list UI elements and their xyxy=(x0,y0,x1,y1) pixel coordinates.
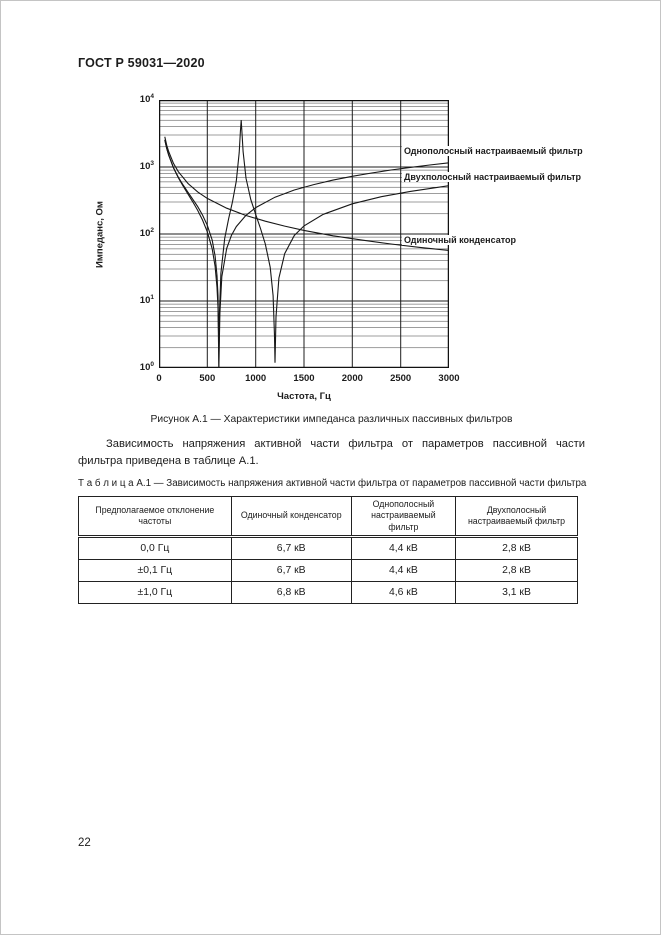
table-cell: 3,1 кВ xyxy=(455,581,578,605)
table-cell: ±0,1 Гц xyxy=(78,559,232,583)
x-tick-label: 3000 xyxy=(438,373,460,384)
figure-a1: Импеданс, Ом Частота, Гц 100 101 102 103 104… xyxy=(0,92,661,410)
curve-double-tuned-filter xyxy=(164,120,449,368)
document-header: ГОСТ Р 59031—2020 xyxy=(78,56,205,70)
table-cell: 4,4 кВ xyxy=(350,559,457,583)
y-tick-label: 101 xyxy=(139,294,154,307)
table-header-cell: Двухполосный настраиваемый фильтр xyxy=(455,495,578,539)
table-cell: 2,8 кВ xyxy=(455,536,578,561)
table-cell: 6,7 кВ xyxy=(230,536,352,561)
table-header-row: Предполагаемое отклонение частоты Одиночн… xyxy=(78,495,578,539)
curve-single-capacitor xyxy=(164,136,449,251)
data-table-a1: Предполагаемое отклонение частоты Одиночн… xyxy=(78,495,578,605)
table-cell: 6,7 кВ xyxy=(230,559,352,583)
y-tick-label: 102 xyxy=(139,227,154,240)
x-axis-title: Частота, Гц xyxy=(277,391,331,402)
table-row: ±0,1 Гц 6,7 кВ 4,4 кВ 2,8 кВ xyxy=(78,559,578,583)
x-tick-label: 1500 xyxy=(293,373,315,384)
table-cell: 2,8 кВ xyxy=(455,559,578,583)
curve-label-single-capacitor: Одиночный конденсатор xyxy=(402,235,518,246)
table-cell: 6,8 кВ xyxy=(230,581,352,605)
x-tick-label: 2500 xyxy=(390,373,412,384)
table-header-cell: Предполагаемое отклонение частоты xyxy=(78,495,232,539)
table-title: Т а б л и ц а А.1 — Зависимость напряжен… xyxy=(78,478,587,489)
table-cell: 0,0 Гц xyxy=(78,536,232,561)
y-tick-label: 100 xyxy=(139,361,154,374)
table-cell: ±1,0 Гц xyxy=(78,581,232,605)
table-header-cell: Однополосный настраиваемый фильтр xyxy=(350,495,457,539)
page-number: 22 xyxy=(78,837,91,849)
y-tick-label: 103 xyxy=(139,160,154,173)
x-tick-label: 0 xyxy=(156,373,162,384)
table-row: 0,0 Гц 6,7 кВ 4,4 кВ 2,8 кВ xyxy=(78,536,578,561)
y-axis-title: Импеданс, Ом xyxy=(94,201,106,268)
curve-label-single-tuned-filter: Однополосный настраиваемый фильтр xyxy=(402,146,585,157)
impedance-chart xyxy=(159,100,449,368)
table-header-cell: Одиночный конденсатор xyxy=(230,495,352,539)
x-tick-label: 2000 xyxy=(341,373,363,384)
table-cell: 4,6 кВ xyxy=(350,581,457,605)
x-tick-label: 500 xyxy=(199,373,216,384)
table-body: 0,0 Гц 6,7 кВ 4,4 кВ 2,8 кВ ±0,1 Гц 6,7 кВ 4,4… xyxy=(78,536,578,605)
table-row: ±1,0 Гц 6,8 кВ 4,6 кВ 3,1 кВ xyxy=(78,581,578,605)
curve-label-double-tuned-filter: Двухполосный настраиваемый фильтр xyxy=(402,172,584,183)
figure-caption: Рисунок А.1 — Характеристики импеданса р… xyxy=(150,414,513,425)
x-tick-label: 1000 xyxy=(245,373,267,384)
y-tick-label: 104 xyxy=(139,93,154,106)
body-paragraph: Зависимость напряжения активной части фи… xyxy=(78,438,585,467)
table-cell: 4,4 кВ xyxy=(350,536,457,561)
